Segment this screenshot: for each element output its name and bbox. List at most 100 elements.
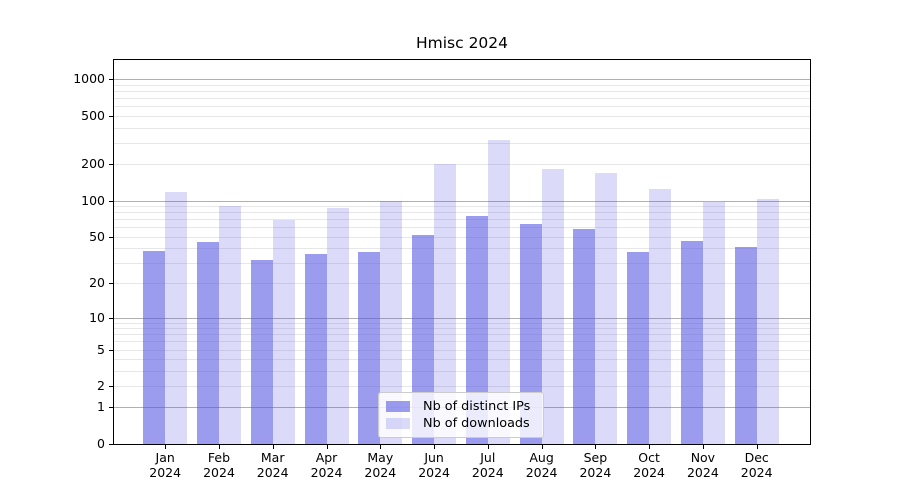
x-tick-mark-jun — [434, 445, 436, 449]
bar-distinct-ips-aug — [519, 223, 542, 444]
bar-downloads-nov — [702, 201, 725, 444]
gridline-minor-3 — [114, 370, 810, 372]
gridline-minor-2 — [114, 386, 810, 387]
gridline-minor-30 — [114, 262, 810, 264]
legend-item-downloads: Nb of downloads — [386, 415, 535, 432]
legend: Nb of distinct IPs Nb of downloads — [378, 392, 544, 438]
y-tick-label-0: 0 — [97, 436, 105, 451]
y-tick-label-20: 20 — [89, 275, 105, 291]
y-tick-mark-5 — [109, 349, 113, 351]
x-tick-mark-dec — [756, 445, 758, 449]
gridline-minor-6 — [114, 341, 810, 343]
gridline-minor-80 — [114, 212, 810, 214]
y-tick-mark-500 — [109, 116, 113, 117]
gridline-minor-9 — [114, 322, 810, 324]
gridline-minor-200 — [114, 164, 810, 166]
bar-downloads-mar — [272, 219, 295, 444]
bar-downloads-jul — [487, 139, 510, 444]
y-tick-mark-10 — [109, 317, 113, 319]
gridline-minor-500 — [114, 116, 810, 117]
bar-distinct-ips-dec — [734, 246, 757, 444]
x-tick-label-jun: Jun 2024 — [418, 450, 450, 480]
bar-distinct-ips-mar — [250, 259, 273, 444]
y-tick-label-5: 5 — [97, 341, 105, 357]
x-tick-mark-feb — [219, 445, 220, 449]
y-tick-label-50: 50 — [89, 228, 105, 244]
x-tick-mark-apr — [326, 445, 328, 449]
gridline-major-100 — [114, 200, 810, 202]
x-tick-label-nov: Nov 2024 — [686, 450, 719, 480]
legend-label-downloads: Nb of downloads — [423, 416, 530, 431]
x-tick-label-may: May 2024 — [364, 450, 397, 480]
bar-distinct-ips-nov — [680, 240, 703, 444]
y-tick-label-100: 100 — [81, 192, 105, 208]
x-tick-label-aug: Aug 2024 — [525, 450, 558, 480]
y-tick-label-1: 1 — [97, 399, 105, 415]
y-tick-mark-20 — [109, 283, 113, 285]
x-tick-label-jul: Jul 2024 — [471, 450, 504, 480]
bar-downloads-feb — [219, 206, 241, 444]
bar-distinct-ips-jan — [143, 250, 166, 444]
x-tick-label-feb: Feb 2024 — [203, 450, 235, 480]
bar-distinct-ips-jul — [465, 215, 488, 444]
gridline-minor-800 — [114, 91, 810, 93]
gridline-minor-8 — [114, 328, 810, 330]
gridline-minor-600 — [114, 106, 810, 108]
gridline-major-1000 — [114, 79, 810, 81]
bar-distinct-ips-may — [358, 252, 381, 444]
gridline-minor-4 — [114, 359, 810, 361]
y-tick-label-1000: 1000 — [73, 71, 105, 87]
x-tick-mark-may — [380, 445, 382, 449]
gridline-minor-5 — [114, 349, 810, 351]
gridline-minor-700 — [114, 98, 810, 100]
gridline-minor-7 — [114, 334, 810, 336]
gridline-minor-50 — [114, 236, 810, 238]
y-tick-mark-100 — [109, 200, 113, 202]
gridline-minor-400 — [114, 127, 810, 129]
y-tick-mark-0 — [109, 444, 113, 445]
x-tick-mark-mar — [272, 445, 274, 449]
bar-downloads-sep — [595, 173, 618, 444]
gridline-major-10 — [114, 317, 810, 319]
x-tick-mark-nov — [702, 445, 704, 449]
bar-downloads-dec — [756, 199, 779, 444]
plot-area — [113, 59, 811, 445]
y-tick-label-500: 500 — [81, 108, 105, 123]
y-tick-label-200: 200 — [81, 156, 105, 172]
bar-distinct-ips-oct — [627, 252, 650, 444]
gridline-minor-70 — [114, 219, 810, 221]
x-tick-mark-jan — [165, 445, 167, 449]
x-tick-label-mar: Mar 2024 — [256, 450, 289, 480]
x-tick-label-oct: Oct 2024 — [633, 450, 665, 480]
legend-swatch-distinct-ips — [386, 401, 410, 412]
y-tick-mark-2 — [109, 386, 113, 387]
x-tick-label-dec: Dec 2024 — [740, 450, 773, 480]
legend-item-distinct-ips: Nb of distinct IPs — [386, 398, 535, 415]
x-tick-mark-aug — [541, 445, 543, 449]
y-tick-label-2: 2 — [97, 378, 105, 393]
gridline-minor-900 — [114, 85, 810, 86]
x-tick-label-apr: Apr 2024 — [310, 450, 343, 480]
x-tick-mark-jul — [487, 445, 489, 449]
x-tick-label-jan: Jan 2024 — [149, 450, 182, 480]
bar-distinct-ips-feb — [197, 242, 219, 444]
y-tick-mark-1 — [109, 407, 113, 409]
gridline-minor-90 — [114, 206, 810, 207]
bar-downloads-jan — [165, 191, 188, 444]
bar-downloads-aug — [541, 168, 564, 444]
bar-distinct-ips-sep — [573, 228, 596, 444]
y-tick-mark-200 — [109, 164, 113, 166]
gridline-minor-300 — [114, 142, 810, 144]
gridline-minor-20 — [114, 283, 810, 285]
y-tick-label-10: 10 — [89, 309, 105, 325]
bar-downloads-oct — [649, 188, 672, 444]
bar-downloads-apr — [326, 207, 349, 444]
y-tick-mark-50 — [109, 236, 113, 238]
legend-swatch-downloads — [386, 418, 410, 429]
chart-title: Hmisc 2024 — [415, 34, 509, 52]
x-tick-label-sep: Sep 2024 — [579, 450, 612, 480]
x-tick-mark-oct — [649, 445, 651, 449]
y-tick-mark-1000 — [109, 79, 113, 81]
bar-distinct-ips-jun — [412, 234, 435, 444]
